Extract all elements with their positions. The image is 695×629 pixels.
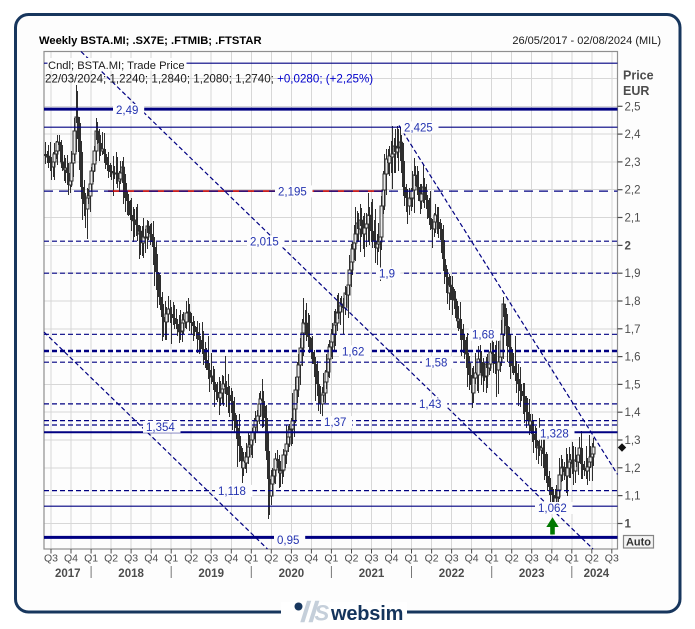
svg-text:Auto: Auto (626, 537, 651, 549)
svg-text:1,328: 1,328 (540, 429, 569, 441)
svg-text:2019: 2019 (198, 568, 224, 580)
svg-text:Cndl; BSTA.MI; Trade Price: Cndl; BSTA.MI; Trade Price (48, 60, 185, 72)
svg-text:1,354: 1,354 (146, 422, 175, 434)
svg-text:Q1: Q1 (244, 553, 258, 565)
svg-text:Q3: Q3 (364, 553, 378, 565)
svg-text:Q3: Q3 (525, 553, 539, 565)
svg-text:Q3: Q3 (124, 553, 138, 565)
svg-text:Q3: Q3 (284, 553, 298, 565)
svg-text:2,5: 2,5 (625, 101, 641, 113)
svg-text:2,425: 2,425 (404, 123, 433, 135)
svg-text:2: 2 (625, 240, 631, 252)
svg-text:1,9: 1,9 (625, 268, 641, 280)
svg-text:1,68: 1,68 (472, 330, 494, 342)
svg-text:Q1: Q1 (324, 553, 338, 565)
svg-text:Q2: Q2 (505, 553, 519, 565)
svg-text:Q1: Q1 (565, 553, 579, 565)
svg-text:1,43: 1,43 (419, 399, 441, 411)
svg-text:1,7: 1,7 (625, 324, 641, 336)
svg-text:Price: Price (623, 69, 654, 83)
svg-text:Q4: Q4 (384, 553, 398, 565)
svg-text:Q2: Q2 (184, 553, 198, 565)
svg-text:1,3: 1,3 (625, 435, 641, 447)
svg-text:2020: 2020 (279, 568, 305, 580)
svg-text:1,2: 1,2 (625, 463, 641, 475)
svg-text:1,62: 1,62 (342, 346, 364, 358)
svg-text:2,3: 2,3 (625, 157, 641, 169)
svg-text:Q2: Q2 (585, 553, 599, 565)
svg-text:Q4: Q4 (465, 553, 479, 565)
svg-text:EUR: EUR (623, 84, 649, 98)
svg-text:1,5: 1,5 (625, 379, 641, 391)
svg-text:Q2: Q2 (264, 553, 278, 565)
svg-text:Q3: Q3 (445, 553, 459, 565)
svg-text:1,58: 1,58 (425, 358, 447, 370)
svg-text:1,118: 1,118 (218, 486, 246, 498)
svg-text:2,1: 2,1 (625, 213, 641, 225)
svg-text:2,195: 2,195 (278, 186, 307, 198)
svg-text:2,49: 2,49 (116, 105, 138, 117)
svg-text:0,95: 0,95 (277, 535, 299, 547)
svg-text:Q1: Q1 (84, 553, 98, 565)
svg-text:2,4: 2,4 (625, 129, 642, 141)
svg-text:22/03/2024; 1,2240; 1,2840; 1,: 22/03/2024; 1,2240; 1,2840; 1,2080; 1,27… (45, 73, 373, 86)
svg-text:Q2: Q2 (104, 553, 118, 565)
svg-text:Q4: Q4 (545, 553, 559, 565)
svg-text:26/05/2017 - 02/08/2024 (MIL): 26/05/2017 - 02/08/2024 (MIL) (512, 35, 661, 47)
svg-text:Q4: Q4 (304, 553, 318, 565)
svg-text:Q3: Q3 (605, 553, 619, 565)
svg-text:2018: 2018 (118, 568, 144, 580)
svg-text:1,6: 1,6 (625, 352, 641, 364)
svg-text:Weekly BSTA.MI; .SX7E; .FTMIB;: Weekly BSTA.MI; .SX7E; .FTMIB; .FTSTAR (39, 35, 262, 47)
svg-text:Q3: Q3 (44, 553, 58, 565)
svg-text:Q1: Q1 (485, 553, 499, 565)
svg-text:2024: 2024 (584, 568, 610, 580)
svg-text:1,37: 1,37 (324, 417, 346, 429)
svg-text:Q4: Q4 (144, 553, 158, 565)
svg-text:websim: websim (330, 603, 403, 625)
svg-text:1: 1 (625, 519, 632, 531)
svg-text:1,1: 1,1 (625, 491, 641, 503)
svg-text:Q2: Q2 (344, 553, 358, 565)
svg-text:S: S (315, 601, 330, 626)
svg-text:2023: 2023 (519, 568, 545, 580)
svg-text:Q1: Q1 (164, 553, 178, 565)
svg-text:1,8: 1,8 (625, 296, 641, 308)
svg-text:Q4: Q4 (224, 553, 238, 565)
svg-text:Q4: Q4 (64, 553, 78, 565)
svg-text:2017: 2017 (55, 568, 81, 580)
svg-text:2022: 2022 (439, 568, 465, 580)
svg-text:Q1: Q1 (404, 553, 418, 565)
svg-text:2,2: 2,2 (625, 185, 641, 197)
svg-text:2,015: 2,015 (250, 237, 279, 249)
svg-text:1,9: 1,9 (379, 269, 395, 281)
svg-text:1,4: 1,4 (625, 407, 642, 419)
svg-text:1,062: 1,062 (538, 503, 567, 515)
svg-text:Q2: Q2 (425, 553, 439, 565)
svg-text:2021: 2021 (359, 568, 385, 580)
svg-text:Q3: Q3 (204, 553, 218, 565)
